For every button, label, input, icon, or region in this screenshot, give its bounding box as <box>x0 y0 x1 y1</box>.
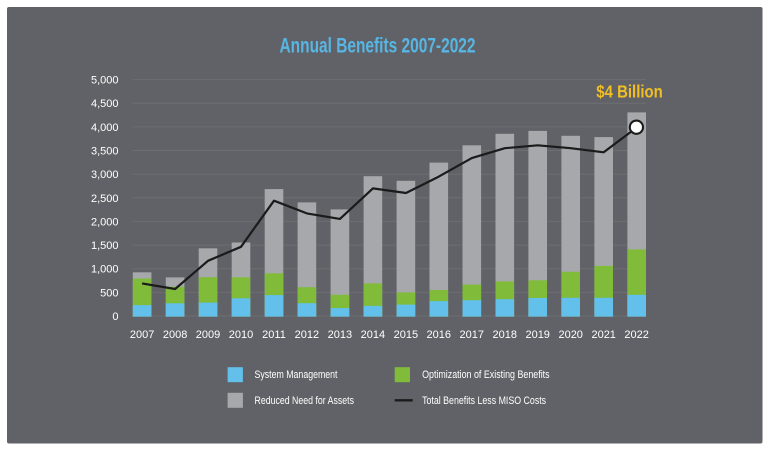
svg-text:2007: 2007 <box>130 329 154 341</box>
svg-text:System Management: System Management <box>255 369 338 381</box>
svg-text:3,000: 3,000 <box>91 169 119 181</box>
svg-text:$4 Billion: $4 Billion <box>596 81 663 101</box>
svg-text:2021: 2021 <box>591 329 615 341</box>
svg-text:2011: 2011 <box>262 329 286 341</box>
svg-text:1,000: 1,000 <box>91 264 119 276</box>
svg-text:2014: 2014 <box>361 329 385 341</box>
svg-text:Reduced Need for Assets: Reduced Need for Assets <box>255 395 355 407</box>
svg-text:2012: 2012 <box>295 329 319 341</box>
svg-text:0: 0 <box>112 311 118 323</box>
svg-text:2015: 2015 <box>394 329 418 341</box>
svg-text:2013: 2013 <box>328 329 352 341</box>
svg-text:4,500: 4,500 <box>91 98 119 110</box>
svg-text:2,500: 2,500 <box>91 193 119 205</box>
svg-text:2019: 2019 <box>525 329 549 341</box>
svg-text:2017: 2017 <box>460 329 484 341</box>
svg-text:1,500: 1,500 <box>91 240 119 252</box>
svg-text:2022: 2022 <box>624 329 648 341</box>
svg-text:Annual Benefits 2007-2022: Annual Benefits 2007-2022 <box>280 33 476 57</box>
svg-text:2010: 2010 <box>229 329 253 341</box>
svg-text:500: 500 <box>100 287 118 299</box>
svg-text:2009: 2009 <box>196 329 220 341</box>
svg-text:2,000: 2,000 <box>91 216 119 228</box>
svg-text:2020: 2020 <box>558 329 582 341</box>
svg-text:2016: 2016 <box>427 329 451 341</box>
svg-text:3,500: 3,500 <box>91 146 119 158</box>
svg-text:Optimization of Existing Benef: Optimization of Existing Benefits <box>422 369 550 381</box>
svg-text:2008: 2008 <box>163 329 187 341</box>
svg-text:5,000: 5,000 <box>91 75 119 87</box>
svg-text:Total Benefits Less MISO Costs: Total Benefits Less MISO Costs <box>422 395 546 407</box>
svg-text:4,000: 4,000 <box>91 122 119 134</box>
svg-text:2018: 2018 <box>493 329 517 341</box>
